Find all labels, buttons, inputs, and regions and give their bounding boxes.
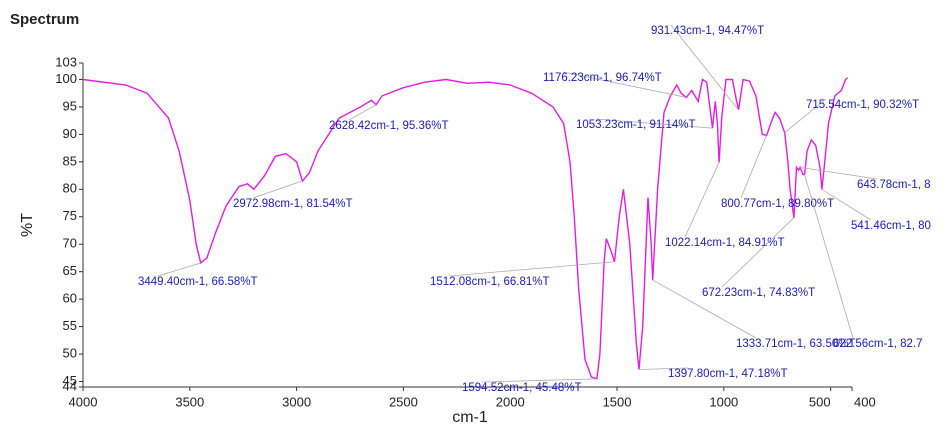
x-tick-label: 3500 xyxy=(175,394,204,409)
x-tick-label: 500 xyxy=(809,394,831,409)
leader-line xyxy=(804,174,854,339)
x-tick-label: 2500 xyxy=(389,394,418,409)
leader-line xyxy=(740,135,767,199)
y-tick-label: 65 xyxy=(63,263,77,278)
peak-label: 1176.23cm-1, 96.74%T xyxy=(543,72,662,84)
y-tick-label: 50 xyxy=(63,345,77,360)
y-tick-label: 55 xyxy=(63,318,77,333)
x-tick-label: 2000 xyxy=(496,394,525,409)
peak-label: 1333.71cm-1, 63.50%T xyxy=(736,338,856,350)
y-tick-label: 44 xyxy=(63,378,77,393)
y-tick-label: 85 xyxy=(63,153,77,168)
y-tick-label: 90 xyxy=(63,126,77,141)
x-tick-label: 1500 xyxy=(603,394,632,409)
peak-label: 672.23cm-1, 74.83%T xyxy=(702,287,815,299)
y-tick-label: 45 xyxy=(63,373,77,388)
leader-line xyxy=(684,162,720,238)
leader-line xyxy=(721,217,795,288)
peak-label: 715.54cm-1, 90.32%T xyxy=(806,99,919,111)
peak-label: 2628.42cm-1, 95.36%T xyxy=(329,120,449,132)
leader-line xyxy=(595,118,713,129)
peak-label: 800.77cm-1, 89.80%T xyxy=(721,198,834,210)
leader-line xyxy=(157,262,201,277)
y-tick-label: 80 xyxy=(63,181,77,196)
leader-line xyxy=(799,166,878,180)
y-axis-label: %T xyxy=(19,213,36,237)
x-tick-label: 1000 xyxy=(709,394,738,409)
x-tick-label: 400 xyxy=(854,394,876,409)
chart-title: Spectrum xyxy=(10,11,79,28)
x-axis-label: cm-1 xyxy=(452,409,488,426)
leader-line xyxy=(449,261,615,277)
y-tick-label: 103 xyxy=(55,54,77,69)
x-tick-label: 4000 xyxy=(69,394,98,409)
leader-line xyxy=(670,24,739,111)
peak-label: 622.56cm-1, 82.7 xyxy=(833,338,923,350)
peak-label: 643.78cm-1, 8 xyxy=(857,179,931,191)
leader-line xyxy=(252,180,303,199)
leader-line xyxy=(638,367,689,370)
leader-line xyxy=(652,279,757,339)
leader-line xyxy=(821,188,872,221)
peak-label: 1053.23cm-1, 91.14%T xyxy=(576,119,696,131)
peak-label: 3449.40cm-1, 66.58%T xyxy=(138,276,258,288)
y-tick-label: 95 xyxy=(63,98,77,113)
peak-label: 931.43cm-1, 94.47%T xyxy=(651,25,764,37)
y-tick-label: 70 xyxy=(63,236,77,251)
peak-label: 1594.52cm-1, 45.48%T xyxy=(462,382,582,394)
y-tick-label: 75 xyxy=(63,208,77,223)
peak-label: 1397.80cm-1, 47.18%T xyxy=(668,368,788,380)
y-tick-label: 100 xyxy=(55,71,77,86)
peak-label: 2972.98cm-1, 81.54%T xyxy=(233,198,353,210)
leader-line xyxy=(348,104,377,121)
leader-line xyxy=(562,71,687,98)
y-tick-label: 60 xyxy=(63,291,77,306)
peak-label: 1512.08cm-1, 66.81%T xyxy=(430,276,550,288)
spectrum-line xyxy=(82,77,849,380)
leader-line xyxy=(481,378,597,383)
peak-label: 541.46cm-1, 80 xyxy=(851,220,931,232)
leader-line xyxy=(784,98,827,133)
peak-label: 1022.14cm-1, 84.91%T xyxy=(665,237,785,249)
x-tick-label: 3000 xyxy=(282,394,311,409)
